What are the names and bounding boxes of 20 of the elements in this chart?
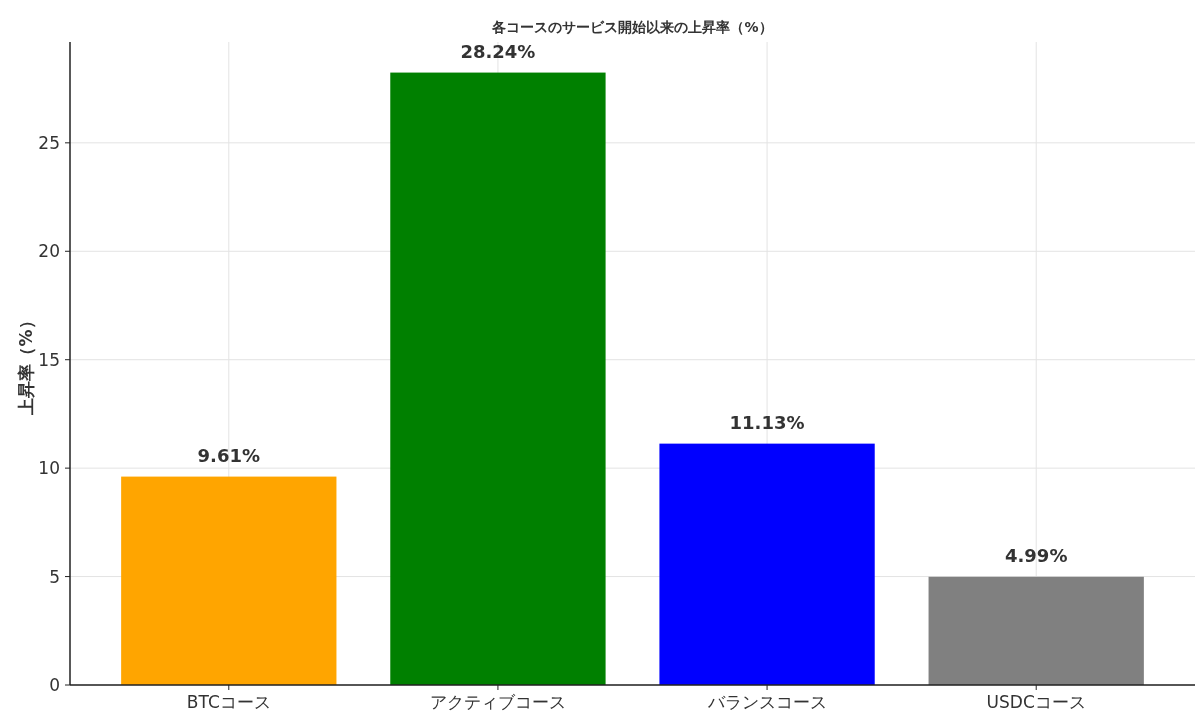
y-axis-title: 上昇率（%） xyxy=(16,312,36,416)
data-label: 4.99% xyxy=(1004,544,1068,566)
x-tick-label: バランスコース xyxy=(706,692,827,712)
x-tick-label: BTCコース xyxy=(186,692,271,712)
bar xyxy=(121,476,337,685)
y-tick-label: 20 xyxy=(38,241,60,262)
y-tick-label: 10 xyxy=(38,458,60,479)
x-tick-label: USDCコース xyxy=(986,692,1086,712)
y-tick-label: 0 xyxy=(49,675,60,695)
data-label: 9.61% xyxy=(197,444,261,466)
x-tick-label: アクティブコース xyxy=(429,692,566,712)
bar xyxy=(390,72,606,685)
chart-title: 各コースのサービス開始以来の上昇率（%） xyxy=(491,19,773,35)
data-label: 11.13% xyxy=(729,411,805,433)
bar xyxy=(928,576,1144,685)
data-label: 28.24% xyxy=(460,40,536,62)
y-tick-label: 15 xyxy=(38,349,60,370)
bar xyxy=(659,443,875,685)
y-tick-label: 5 xyxy=(49,566,60,587)
y-tick-label: 25 xyxy=(38,132,60,153)
